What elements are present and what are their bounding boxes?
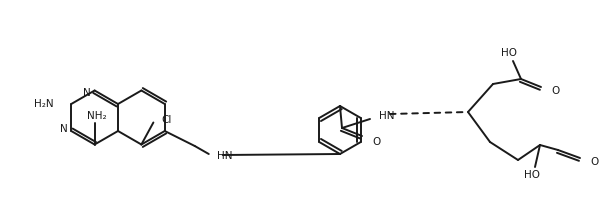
Text: HO: HO bbox=[501, 48, 517, 58]
Text: O: O bbox=[590, 157, 598, 167]
Text: HO: HO bbox=[524, 170, 540, 180]
Text: HN: HN bbox=[217, 151, 232, 161]
Text: NH₂: NH₂ bbox=[87, 110, 106, 121]
Text: Cl: Cl bbox=[162, 114, 172, 125]
Text: O: O bbox=[372, 137, 380, 147]
Text: N: N bbox=[83, 88, 91, 97]
Text: O: O bbox=[551, 86, 559, 96]
Text: N: N bbox=[60, 124, 68, 134]
Text: HN: HN bbox=[379, 111, 395, 121]
Text: H₂N: H₂N bbox=[34, 99, 53, 109]
